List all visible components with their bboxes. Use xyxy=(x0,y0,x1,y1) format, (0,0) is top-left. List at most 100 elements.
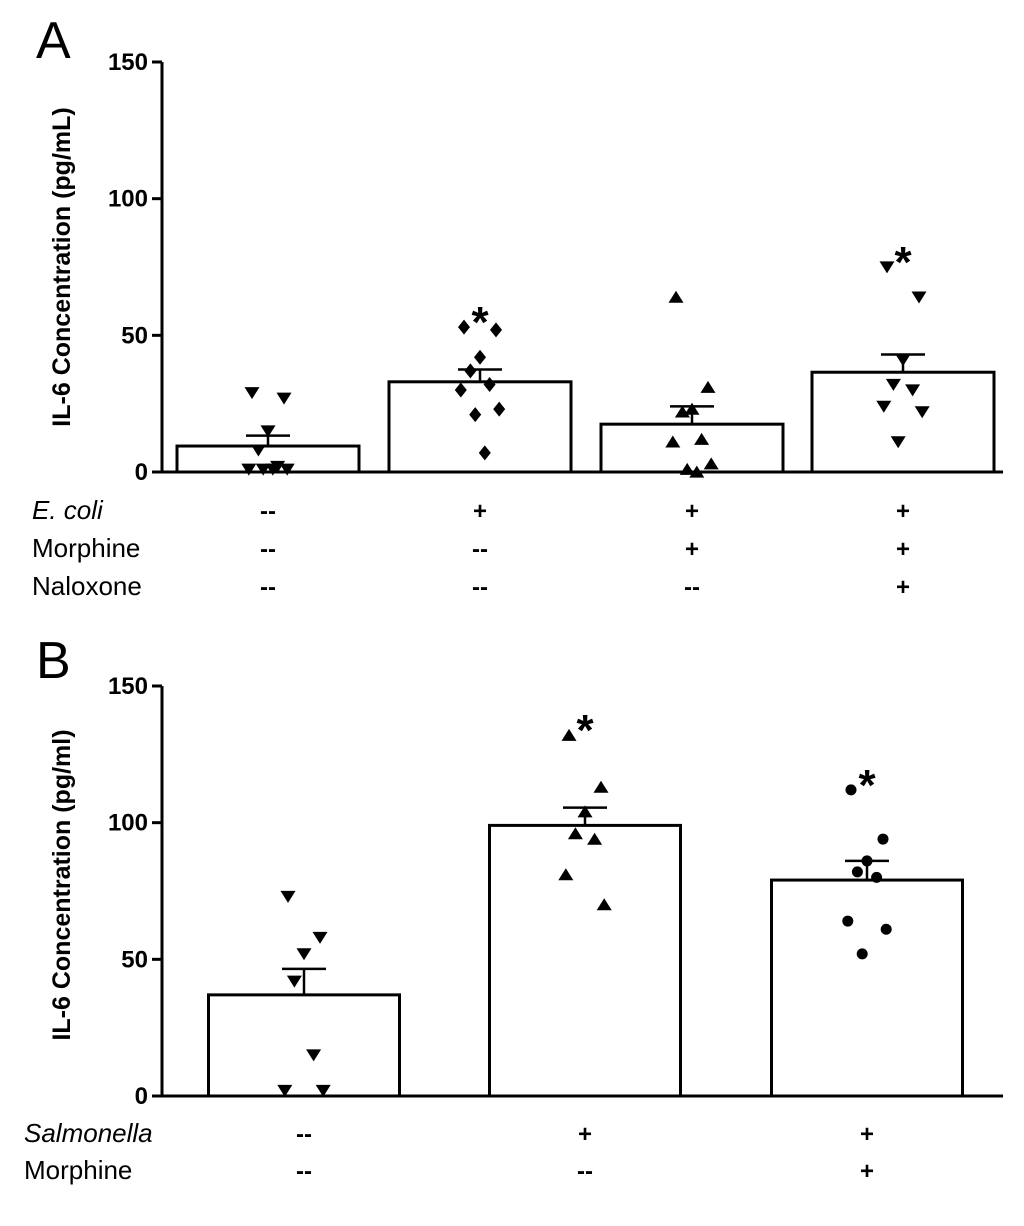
data-point xyxy=(596,898,612,911)
bar xyxy=(175,444,361,474)
condition-label: Salmonella xyxy=(24,1118,153,1148)
condition-label: Naloxone xyxy=(32,571,142,601)
bar xyxy=(599,422,785,474)
data-point xyxy=(665,435,681,448)
data-point xyxy=(315,1084,331,1097)
data-point xyxy=(880,923,892,935)
data-point xyxy=(842,915,854,927)
bar xyxy=(387,380,573,474)
data-point xyxy=(885,378,901,391)
panel-b: B IL-6 Concentration (pg/ml) * * 0 50 100 150 Sa… xyxy=(24,632,1003,1185)
y-axis-label: IL-6 Concentration (pg/mL) xyxy=(48,107,76,426)
data-point xyxy=(674,405,690,418)
data-point xyxy=(914,406,930,419)
data-point xyxy=(905,384,921,397)
data-point xyxy=(312,931,328,944)
data-point xyxy=(490,322,502,338)
data-point xyxy=(241,463,257,476)
data-point xyxy=(911,291,927,304)
significance-star: * xyxy=(576,706,594,755)
condition-value: + xyxy=(578,1121,592,1148)
panel-letter: A xyxy=(36,12,71,70)
data-point xyxy=(276,392,292,405)
condition-value: -- xyxy=(577,1158,593,1185)
data-point xyxy=(277,1084,293,1097)
condition-value: -- xyxy=(472,536,488,563)
data-point xyxy=(668,290,684,303)
condition-value: -- xyxy=(296,1158,312,1185)
condition-value: -- xyxy=(260,574,276,601)
condition-value: + xyxy=(860,1121,874,1148)
y-tick-label: 150 xyxy=(108,673,148,700)
data-point xyxy=(286,975,302,988)
panel-a: A IL-6 Concentration (pg/mL) * * 0 50 100 150 E.… xyxy=(32,12,1003,601)
data-point xyxy=(474,349,486,365)
data-point xyxy=(876,400,892,413)
condition-label: Morphine xyxy=(24,1155,132,1185)
data-point xyxy=(265,463,281,476)
data-point xyxy=(244,387,260,400)
data-point xyxy=(306,1049,322,1062)
data-point xyxy=(567,827,583,840)
data-point xyxy=(890,436,906,449)
data-point xyxy=(279,463,295,476)
condition-value: + xyxy=(896,498,910,525)
data-point xyxy=(845,784,857,796)
data-point xyxy=(877,833,889,845)
y-tick-label: 100 xyxy=(108,810,148,837)
y-tick-label: 50 xyxy=(121,946,148,973)
bar xyxy=(488,823,682,1098)
data-point xyxy=(684,402,700,415)
data-point xyxy=(483,377,496,393)
y-axis-label: IL-6 Concentration (pg/ml) xyxy=(48,729,76,1040)
data-point xyxy=(250,444,266,457)
condition-value: -- xyxy=(260,498,276,525)
condition-value: -- xyxy=(260,536,276,563)
y-tick-label: 0 xyxy=(135,1083,148,1110)
condition-label: E. coli xyxy=(32,495,104,525)
data-point xyxy=(895,354,911,367)
panel-letter: B xyxy=(36,632,71,690)
condition-value: + xyxy=(896,536,910,563)
data-point xyxy=(694,432,710,445)
condition-label: Morphine xyxy=(32,533,140,563)
condition-value: + xyxy=(685,536,699,563)
data-point xyxy=(700,380,716,393)
condition-value: -- xyxy=(472,574,488,601)
condition-value: + xyxy=(896,574,910,601)
data-point xyxy=(464,363,477,379)
data-point xyxy=(280,890,296,903)
condition-value: + xyxy=(685,498,699,525)
y-tick-label: 150 xyxy=(108,49,148,76)
data-point xyxy=(255,463,271,476)
bar xyxy=(810,370,996,474)
data-point xyxy=(856,948,868,960)
data-point xyxy=(703,457,719,470)
data-point xyxy=(454,382,467,398)
data-point xyxy=(879,261,895,274)
data-point xyxy=(558,868,574,881)
data-point xyxy=(871,871,883,883)
data-point xyxy=(458,319,470,335)
bar xyxy=(770,878,964,1098)
data-point xyxy=(577,805,593,818)
data-point xyxy=(469,407,482,423)
data-point xyxy=(296,948,312,961)
significance-star: * xyxy=(471,298,489,347)
y-tick-label: 0 xyxy=(135,459,148,486)
condition-value: -- xyxy=(296,1121,312,1148)
condition-value: + xyxy=(473,498,487,525)
data-point xyxy=(478,445,491,461)
y-tick-label: 50 xyxy=(121,322,148,349)
data-point xyxy=(587,832,603,845)
bar xyxy=(207,993,401,1098)
data-point xyxy=(861,855,873,867)
data-point xyxy=(561,728,577,741)
data-point xyxy=(593,780,609,793)
condition-value: -- xyxy=(684,574,700,601)
significance-star: * xyxy=(858,761,876,810)
significance-star: * xyxy=(894,238,912,287)
data-point xyxy=(260,425,276,438)
data-point xyxy=(493,401,506,417)
